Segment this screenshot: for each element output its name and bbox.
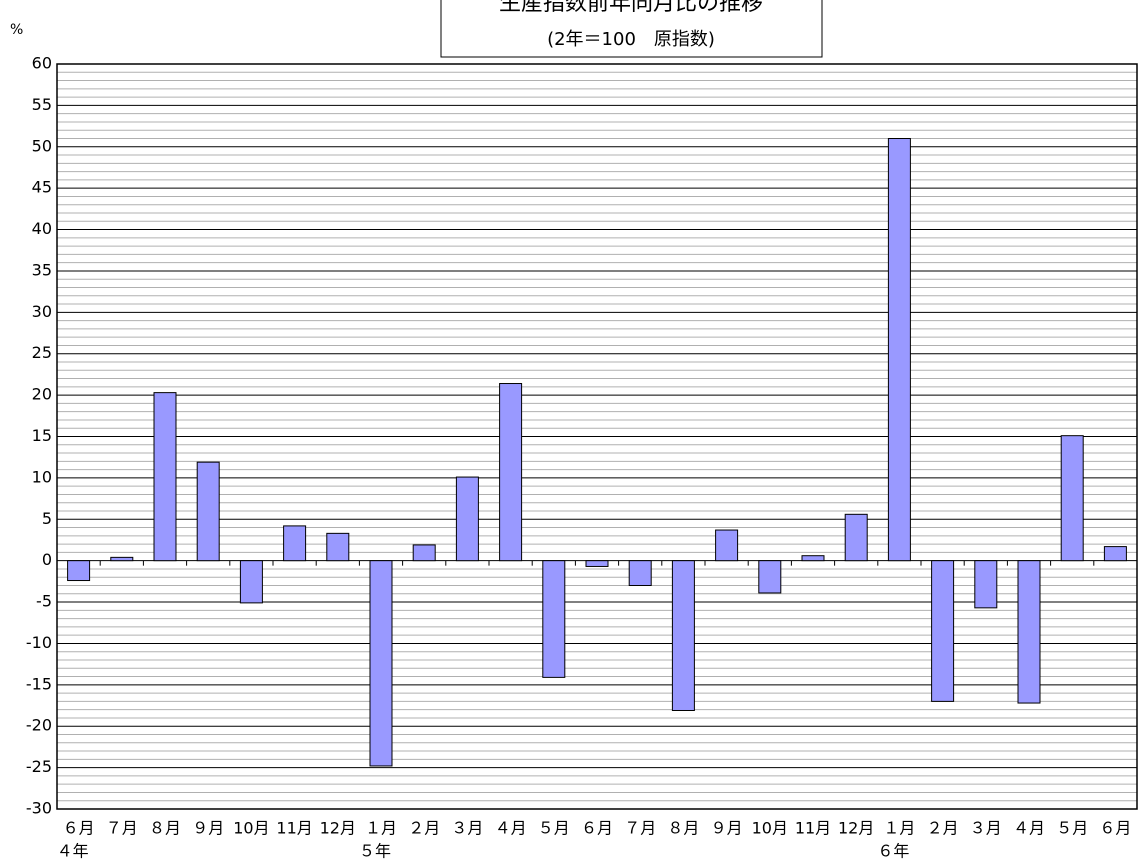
y-tick-label: 10 <box>32 467 52 486</box>
bar <box>196 461 220 562</box>
y-tick-label: 60 <box>32 54 52 73</box>
y-tick-label: 50 <box>32 136 52 155</box>
x-tick-label: 11月 <box>276 819 312 838</box>
bar <box>628 560 652 587</box>
x-tick-label: ９月 <box>711 819 743 838</box>
bar <box>974 560 998 609</box>
x-tick-label: 10月 <box>233 819 269 838</box>
bar <box>239 560 263 604</box>
bar <box>844 513 868 562</box>
y-tick-label: 30 <box>32 302 52 321</box>
x-tick-label: ３月 <box>970 819 1002 838</box>
x-tick-label: ６月 <box>581 819 613 838</box>
y-tick-label: -10 <box>26 633 52 652</box>
y-tick-label: 35 <box>32 260 52 279</box>
x-tick-label: ３月 <box>451 819 483 838</box>
x-tick-label: ６月 <box>1099 819 1131 838</box>
y-tick-label: -25 <box>26 757 52 776</box>
plot-frame <box>56 63 1138 810</box>
bar <box>499 383 523 562</box>
bar <box>931 560 955 702</box>
x-tick-label: ４月 <box>495 819 527 838</box>
bar <box>1060 435 1084 562</box>
chart-title: 生産指数前年同月比の推移 <box>499 0 763 16</box>
x-tick-label: ８月 <box>149 819 181 838</box>
y-tick-label: 20 <box>32 385 52 404</box>
bar <box>671 560 695 711</box>
x-tick-label: ２月 <box>408 819 440 838</box>
y-tick-label: -5 <box>36 592 52 611</box>
x-tick-label: ７月 <box>106 819 138 838</box>
y-tick-label: 55 <box>32 95 52 114</box>
chart-subtitle: (2年＝100 原指数) <box>547 29 715 50</box>
y-tick-label: 0 <box>42 550 52 569</box>
x-tick-label: １月 <box>883 819 915 838</box>
x-tick-label: ６月 <box>63 819 95 838</box>
bar <box>153 392 177 562</box>
title-box <box>440 0 823 58</box>
x-group-label: ６年 <box>877 842 909 861</box>
grid <box>56 63 1138 810</box>
x-tick-label: ５月 <box>1056 819 1088 838</box>
y-tick-label: 5 <box>42 509 52 528</box>
bar <box>326 532 350 562</box>
bar <box>758 560 782 594</box>
bar <box>110 556 134 562</box>
bar <box>1017 560 1041 704</box>
bar <box>585 560 609 567</box>
y-tick-label: 25 <box>32 343 52 362</box>
x-tick-label: 12月 <box>838 819 874 838</box>
y-tick-label: -15 <box>26 674 52 693</box>
x-tick-label: １月 <box>365 819 397 838</box>
x-group-label: ５年 <box>359 842 391 861</box>
x-tick-label: 10月 <box>752 819 788 838</box>
bar <box>542 560 566 678</box>
x-tick-label: ７月 <box>624 819 656 838</box>
x-tick-label: ４月 <box>1013 819 1045 838</box>
y-tick-label: 45 <box>32 178 52 197</box>
x-tick-label: 11月 <box>795 819 831 838</box>
y-tick-label: 15 <box>32 426 52 445</box>
bar <box>455 476 479 562</box>
bar <box>1103 546 1127 562</box>
bar <box>887 138 911 562</box>
x-group-label: ４年 <box>57 842 89 861</box>
bar <box>715 529 739 562</box>
bar <box>412 544 436 562</box>
bar <box>283 525 307 562</box>
y-tick-label: -20 <box>26 716 52 735</box>
x-tick-label: ８月 <box>667 819 699 838</box>
x-tick-label: ２月 <box>927 819 959 838</box>
y-tick-label: 40 <box>32 219 52 238</box>
y-axis-label: % <box>10 22 23 38</box>
x-tick-label: ９月 <box>192 819 224 838</box>
bar <box>801 555 825 562</box>
x-tick-label: 12月 <box>320 819 356 838</box>
x-tick-label: ５月 <box>538 819 570 838</box>
y-tick-label: -30 <box>26 799 52 818</box>
marks <box>67 138 1127 767</box>
bar <box>369 560 393 767</box>
bar <box>67 560 91 582</box>
